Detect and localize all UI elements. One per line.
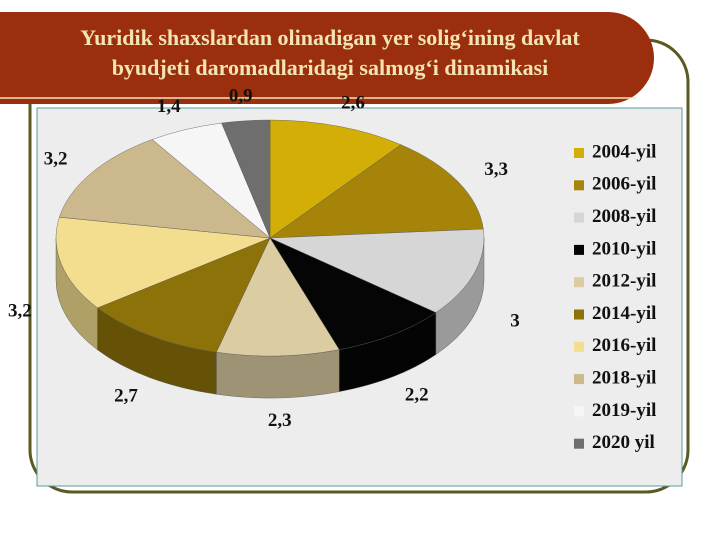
legend-label: 2008-yil [592, 206, 656, 227]
legend-swatch [574, 374, 584, 385]
pie-slice [269, 237, 437, 350]
legend-label: 2014-yil [592, 303, 656, 324]
data-label: 3,2 [8, 300, 32, 321]
legend-label: 2016-yil [592, 335, 656, 356]
legend-label: 2019-yil [592, 400, 656, 421]
legend-label: 2004-yil [592, 141, 656, 162]
pie-slice [269, 228, 485, 313]
pie-slice [269, 119, 402, 239]
chart-title: byudjeti daromadlaridagi salmog‘i dinami… [112, 55, 549, 80]
legend-swatch [574, 341, 584, 352]
pie-slice [59, 139, 271, 239]
legend-swatch [574, 277, 584, 288]
data-label: 3 [510, 311, 520, 332]
data-label: 3,2 [44, 148, 68, 169]
legend-label: 2018-yil [592, 367, 656, 388]
pie-slice [216, 237, 340, 357]
legend-swatch [574, 212, 584, 223]
data-label: 2,6 [341, 92, 365, 113]
data-label: 1,4 [157, 96, 181, 117]
legend-swatch [574, 180, 584, 191]
data-label: 2,2 [405, 385, 429, 406]
pie-slice [221, 119, 271, 239]
legend-swatch [574, 244, 584, 255]
pie-slice [97, 237, 271, 353]
pie-slice [55, 216, 271, 309]
legend-swatch [574, 438, 584, 449]
pie-side [216, 349, 340, 399]
title-banner [0, 12, 654, 104]
legend-label: 2020 yil [592, 432, 655, 453]
legend-label: 2010-yil [592, 238, 656, 259]
legend-swatch [574, 309, 584, 320]
legend-label: 2006-yil [592, 174, 656, 195]
data-label: 0,9 [229, 86, 253, 107]
data-label: 2,3 [268, 410, 292, 431]
data-label: 3,3 [484, 159, 508, 180]
legend-label: 2012-yil [592, 271, 656, 292]
chart-title: Yuridik shaxslardan olinadigan yer solig… [80, 25, 580, 50]
data-label: 2,7 [114, 386, 138, 407]
legend-swatch [574, 406, 584, 417]
pie-slice [269, 144, 484, 239]
legend-swatch [574, 148, 584, 158]
